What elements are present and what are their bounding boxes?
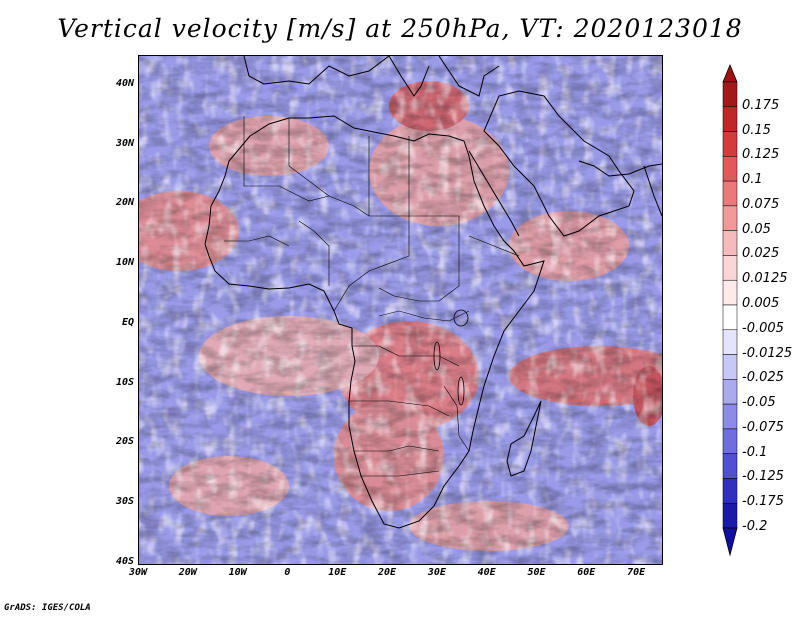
colorbar-label: 0.1 [742,172,763,188]
colorbar-label: 0.075 [742,196,780,212]
colorbar-swatch [722,403,738,430]
colorbar-label: -0.005 [742,320,784,336]
lon-label: 30E [427,567,446,578]
colorbar-label: -0.175 [742,494,784,510]
lon-label: 10W [228,567,247,578]
colorbar-label: -0.125 [742,469,784,485]
colorbar-swatch [722,180,738,207]
colorbar-label: -0.025 [742,370,784,386]
colorbar-bottom-arrow [722,527,738,557]
lat-label: 30N [115,137,134,149]
colorbar-swatch [722,304,738,331]
colorbar-swatch [722,502,738,529]
colorbar-swatch [722,81,738,108]
coastlines [204,56,662,529]
colorbar-label: -0.1 [742,444,768,460]
country-borders [224,116,520,477]
lon-label: 0 [284,567,291,578]
colorbar-swatch [722,329,738,355]
lat-label: 10S [115,376,134,388]
colorbar-swatch [722,131,738,157]
colorbar-label: -0.0125 [742,345,793,361]
colorbar-label: -0.2 [742,519,768,534]
colorbar-swatch [722,354,738,380]
lat-label: 20S [115,436,134,448]
colorbar-label: -0.05 [742,395,776,411]
lon-label: 20W [178,567,197,578]
map-panel [138,55,663,565]
colorbar-label: 0.15 [742,122,771,138]
lat-label: 40S [115,556,134,567]
lat-label: 40N [115,77,134,89]
colorbar-swatch [722,106,738,132]
page-title: Vertical velocity [m/s] at 250hPa, VT: 2… [57,14,743,43]
lat-label: 30S [115,496,134,508]
colorbar-label: 0.0125 [742,271,788,287]
lon-label: 70E [627,567,646,578]
credit-text: GrADS: IGES/COLA [4,603,91,613]
lon-label: 20E [378,567,397,578]
colorbar-swatch [722,279,738,306]
field-texture-dark [139,56,662,564]
colorbar-swatch [722,205,738,231]
lat-label: 20N [115,197,134,209]
lon-label: 50E [527,567,546,578]
colorbar-label: -0.075 [742,419,784,435]
lat-label: 10N [115,257,134,269]
colorbar-label: 0.125 [742,147,780,163]
colorbar-top-arrow [722,63,738,83]
colorbar-swatch [722,428,738,454]
colorbar-swatch [722,379,738,405]
colorbar-swatch [722,156,738,182]
colorbar-label: 0.005 [742,296,780,311]
lon-label: 40E [477,567,496,578]
colorbar-label: 0.175 [742,97,780,113]
lon-label: 30W [128,567,148,578]
map-field [139,56,662,564]
colorbar-swatch [722,478,738,504]
colorbar-swatch [722,255,738,281]
colorbar-label: 0.025 [742,246,780,262]
colorbar-swatch [722,230,738,256]
lon-label: 60E [577,567,596,578]
colorbar [722,63,738,557]
lon-label: 10E [328,567,347,578]
colorbar-label: 0.05 [742,221,771,237]
lat-label: EQ [121,316,134,328]
colorbar-swatch [722,453,738,479]
lakes [433,309,469,406]
